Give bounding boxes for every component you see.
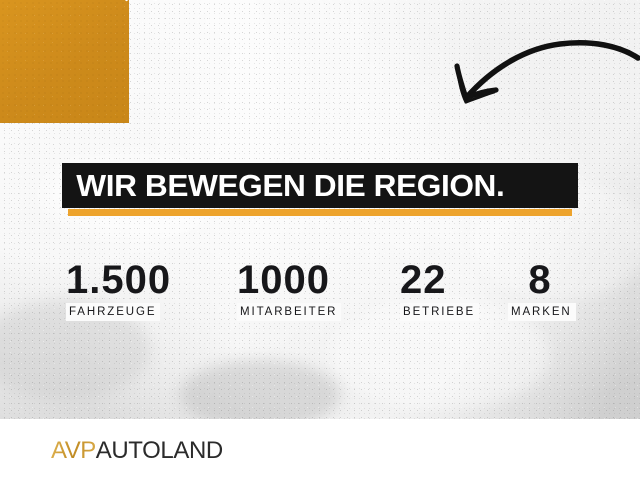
stat-value: 1.500 xyxy=(66,258,172,302)
headline-banner: WIR BEWEGEN DIE REGION. xyxy=(62,163,578,208)
stats-row: 1.500 FAHRZEUGE 1000 MITARBEITER 22 BETR… xyxy=(62,258,582,322)
stat-value: 8 xyxy=(528,258,552,302)
stat-item: 1.500 FAHRZEUGE xyxy=(66,258,171,321)
stat-label: BETRIEBE xyxy=(400,303,480,321)
avp-mark: AVP xyxy=(51,437,96,464)
stat-value: 1000 xyxy=(237,258,330,302)
stat-item: 1000 MITARBEITER xyxy=(237,258,342,321)
corner-block-grain xyxy=(0,0,129,123)
headline-text: WIR BEWEGEN DIE REGION. xyxy=(76,168,505,203)
texture-blotch xyxy=(180,360,340,419)
curved-arrow-icon xyxy=(432,22,640,134)
stat-value: 22 xyxy=(400,258,447,302)
footer-bar: AVP AUTOLAND SKODA PORSCHE xyxy=(0,419,640,480)
stat-label: FAHRZEUGE xyxy=(66,303,161,321)
autoland-wordmark: AUTOLAND xyxy=(95,437,223,464)
avp-autoland-logo[interactable]: AVP AUTOLAND xyxy=(51,437,223,465)
stat-label: MITARBEITER xyxy=(237,303,342,321)
headline-accent-rule xyxy=(68,209,572,216)
stat-item: 22 BETRIEBE xyxy=(400,258,480,321)
orange-corner-block xyxy=(0,0,129,123)
stat-label: MARKEN xyxy=(508,303,576,321)
stat-item: 8 MARKEN xyxy=(508,258,576,321)
